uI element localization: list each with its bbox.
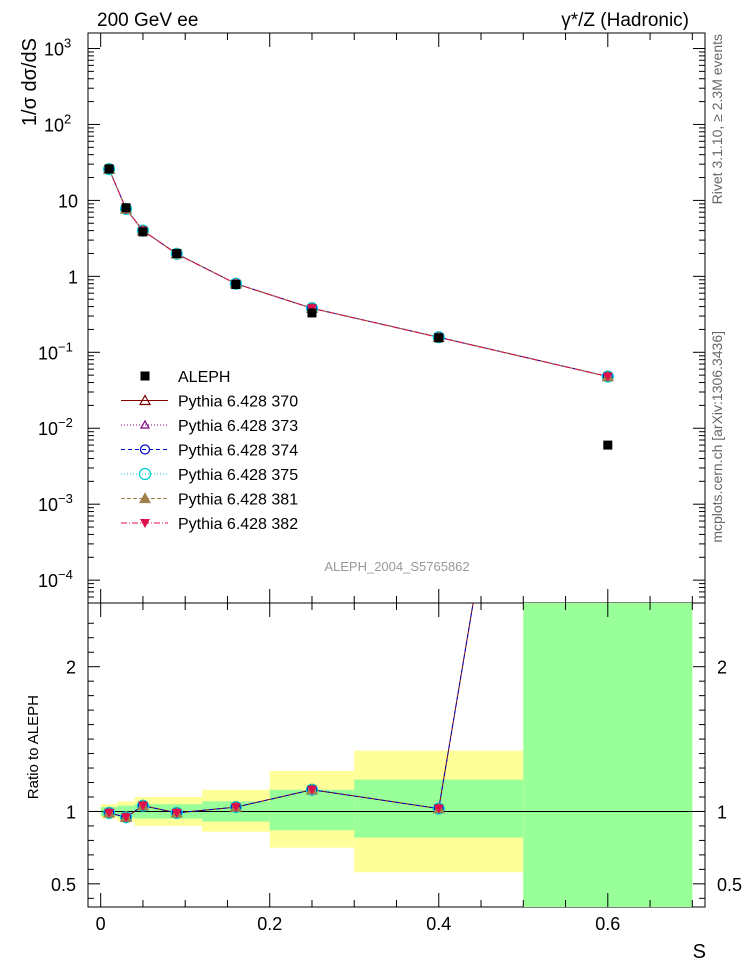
analysis-watermark: ALEPH_2004_S5765862 xyxy=(324,559,469,574)
ratio-series-layer xyxy=(103,603,474,824)
series-line xyxy=(108,168,608,377)
legend-label: Pythia 6.428 370 xyxy=(178,394,298,411)
ratio-series-clip-group xyxy=(103,603,474,824)
header-left-label: 200 GeV ee xyxy=(97,10,198,31)
mcplots-label: mcplots.cern.ch [arXiv:1306.3436] xyxy=(709,331,725,543)
legend-marker xyxy=(140,519,150,528)
ratio-point xyxy=(171,808,182,818)
data-point xyxy=(121,203,131,213)
ratio-y-tick-label: 0.5 xyxy=(51,875,76,895)
legend-marker xyxy=(140,371,150,381)
y-tick-label: 10−3 xyxy=(38,491,73,515)
x-tick-label: 0.2 xyxy=(257,914,282,934)
x-tick-label: 0 xyxy=(96,914,106,934)
x-axis-title: S xyxy=(693,941,706,963)
legend-marker xyxy=(138,492,152,504)
series-line xyxy=(108,168,608,377)
legend-label: ALEPH xyxy=(178,369,230,386)
legend-label: Pythia 6.428 381 xyxy=(178,492,298,509)
ratio-y-tick-label: 2 xyxy=(66,658,76,678)
series-point xyxy=(602,372,613,382)
legend-marker xyxy=(138,467,152,481)
series-line xyxy=(108,168,608,377)
main-axis-ticks: 10−4 10−3 10−2 10−1 1 10 102 103 xyxy=(38,33,705,603)
legend-label: Pythia 6.428 374 xyxy=(178,443,298,460)
series-line xyxy=(108,168,608,377)
header-right-label: γ*/Z (Hadronic) xyxy=(561,10,689,31)
data-point xyxy=(104,164,114,174)
data-point xyxy=(434,333,444,343)
series-line xyxy=(108,168,608,377)
y-tick-label: 10−2 xyxy=(38,415,73,439)
legend: ALEPH Pythia 6.428 370 Pythia 6.428 373 Pyt… xyxy=(121,369,298,533)
series-line xyxy=(108,168,608,377)
y-tick-label: 10−4 xyxy=(38,567,73,591)
ratio-y-tick-label: 1 xyxy=(717,802,727,822)
y-tick-label: 1 xyxy=(68,267,78,287)
x-tick-label: 0.4 xyxy=(426,914,451,934)
rivet-version-label: Rivet 3.1.10, ≥ 2.3M events xyxy=(709,34,725,204)
x-tick-label: 0.6 xyxy=(595,914,620,934)
ratio-axis-ticks: 0 0.2 0.4 0.6 0.5 0.5 1 1 2 2 xyxy=(51,603,742,934)
ratio-band-inner xyxy=(523,603,693,907)
main-series-layer xyxy=(103,162,614,450)
ratio-y-axis-title: Ratio to ALEPH xyxy=(25,695,42,799)
y-tick-label: 102 xyxy=(44,111,71,135)
y-tick-label: 10 xyxy=(58,191,78,211)
ratio-point xyxy=(230,803,241,813)
main-y-axis-title: 1/σ dσ/dS xyxy=(19,38,41,126)
ratio-point xyxy=(433,804,444,814)
legend-marker xyxy=(139,444,151,455)
ratio-y-tick-label: 2 xyxy=(717,658,727,678)
legend-marker xyxy=(139,419,151,429)
data-point xyxy=(603,440,613,450)
data-point xyxy=(231,280,241,290)
data-point xyxy=(172,248,182,258)
ratio-point xyxy=(104,808,115,818)
data-point xyxy=(307,308,317,318)
legend-label: Pythia 6.428 375 xyxy=(178,467,298,484)
data-point xyxy=(138,227,148,237)
ratio-uncertainty-bands xyxy=(100,603,693,907)
legend-label: Pythia 6.428 382 xyxy=(178,516,298,533)
ratio-point xyxy=(121,813,132,823)
legend-label: Pythia 6.428 373 xyxy=(178,418,298,435)
ratio-y-tick-label: 0.5 xyxy=(717,875,742,895)
legend-marker xyxy=(138,394,152,406)
y-tick-label: 10−1 xyxy=(38,339,73,363)
ratio-y-tick-label: 1 xyxy=(66,802,76,822)
ratio-line xyxy=(109,603,474,818)
ratio-point xyxy=(306,785,317,795)
ratio-point xyxy=(137,801,148,811)
y-tick-label: 103 xyxy=(44,36,71,60)
